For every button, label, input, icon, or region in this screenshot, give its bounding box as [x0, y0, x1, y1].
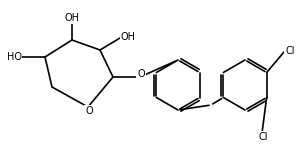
Text: O: O [137, 69, 145, 79]
Text: OH: OH [121, 32, 135, 42]
Text: OH: OH [64, 13, 80, 23]
Text: O: O [85, 106, 93, 116]
Text: Cl: Cl [285, 46, 295, 56]
Text: Cl: Cl [258, 132, 268, 142]
Text: HO: HO [6, 52, 21, 62]
